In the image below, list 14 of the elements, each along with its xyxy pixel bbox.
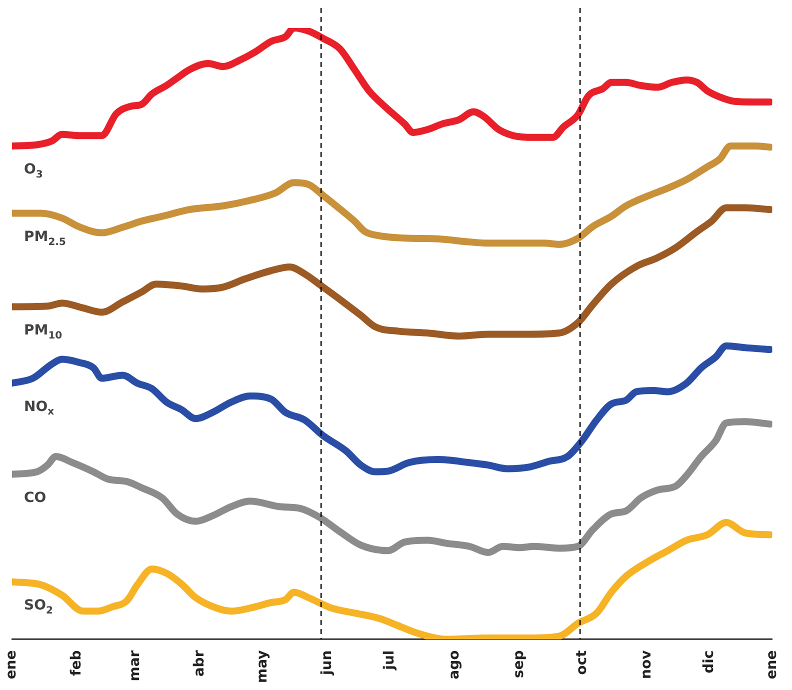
x-tick-label: feb xyxy=(68,650,84,676)
x-tick-label: ene xyxy=(4,650,20,680)
x-tick-label: may xyxy=(254,650,270,684)
x-tick-label: mar xyxy=(126,650,143,682)
x-tick-label: oct xyxy=(574,650,590,675)
x-tick-label: ene xyxy=(764,650,780,680)
x-tick-label: ago xyxy=(446,650,462,680)
x-tick-label: jun xyxy=(319,650,335,676)
x-tick-label: abr xyxy=(192,650,208,677)
series-label: CO xyxy=(24,490,46,506)
x-tick-label: nov xyxy=(638,650,655,679)
x-tick-label: sep xyxy=(511,650,528,678)
x-tick-label: dic xyxy=(701,650,718,674)
x-tick-label: jul xyxy=(382,650,398,671)
